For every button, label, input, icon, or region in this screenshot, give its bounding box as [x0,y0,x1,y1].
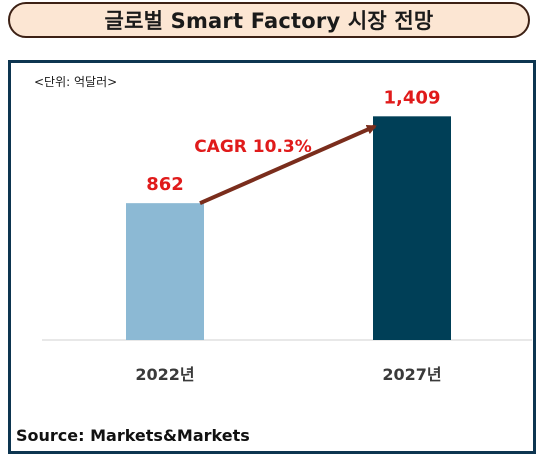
cagr-arrow [199,124,377,205]
page-title: 글로벌 Smart Factory 시장 전망 [104,9,434,33]
cagr-annotation: CAGR 10.3% [194,137,312,157]
data-label-1: 1,409 [384,87,441,108]
bar-1 [373,116,451,340]
x-tick-label-0: 2022년 [135,365,194,384]
unit-label: <단위: 억달러> [34,75,117,89]
source-label: Source: Markets&Markets [16,426,250,445]
data-label-0: 862 [146,174,184,195]
bar-0 [126,203,204,340]
x-tick-label-1: 2027년 [382,365,441,384]
title-banner: 글로벌 Smart Factory 시장 전망 [8,2,530,38]
